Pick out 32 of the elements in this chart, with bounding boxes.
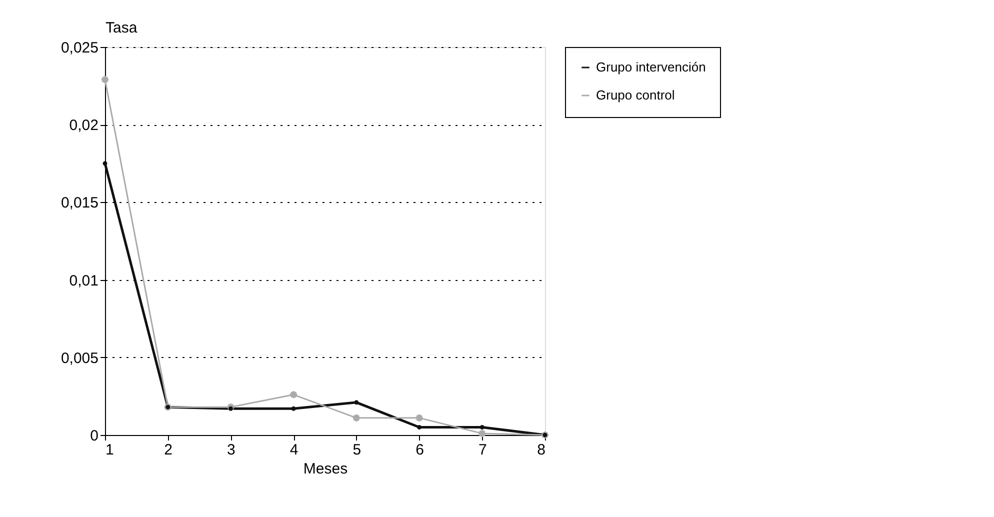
y-tick-label: 0 — [90, 428, 98, 444]
point — [542, 432, 548, 438]
point — [289, 390, 298, 400]
point — [478, 428, 487, 438]
legend-label: Grupo control — [596, 88, 675, 102]
y-tick-label: 0,015 — [60, 194, 98, 212]
point — [102, 161, 108, 166]
point — [228, 406, 233, 411]
x-tick-label: 7 — [478, 442, 487, 458]
x-tick-label: 4 — [290, 442, 298, 458]
y-tick-label: 0,01 — [69, 272, 98, 290]
point — [417, 425, 422, 430]
point — [414, 413, 424, 422]
x-tick-label: 2 — [164, 442, 173, 458]
point — [352, 413, 361, 422]
x-tick-label: 3 — [227, 442, 236, 458]
legend-label: Grupo intervención — [596, 60, 706, 74]
point — [166, 404, 170, 410]
x-tick-label: 5 — [352, 442, 362, 458]
point — [480, 425, 484, 430]
point — [291, 406, 296, 411]
x-tick-label: 6 — [416, 442, 424, 458]
y-axis-title: Tasa — [106, 20, 138, 36]
y-tick-label: 0,02 — [69, 117, 98, 134]
x-axis-title: Meses — [303, 460, 348, 478]
y-tick-label: 0,025 — [60, 40, 98, 56]
point — [354, 400, 359, 405]
x-tick-label: 1 — [106, 442, 114, 458]
point — [226, 402, 236, 412]
x-tick-label: 8 — [537, 442, 546, 458]
point — [163, 402, 172, 412]
y-tick-label: 0,005 — [60, 350, 98, 367]
